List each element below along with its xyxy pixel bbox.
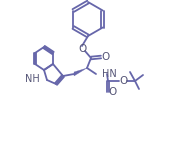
Text: O: O	[78, 44, 86, 54]
Text: O: O	[101, 52, 109, 62]
Text: HN: HN	[102, 69, 117, 79]
Text: NH: NH	[25, 74, 40, 84]
Text: O: O	[108, 87, 116, 97]
Polygon shape	[74, 68, 87, 76]
Text: O: O	[119, 76, 127, 86]
